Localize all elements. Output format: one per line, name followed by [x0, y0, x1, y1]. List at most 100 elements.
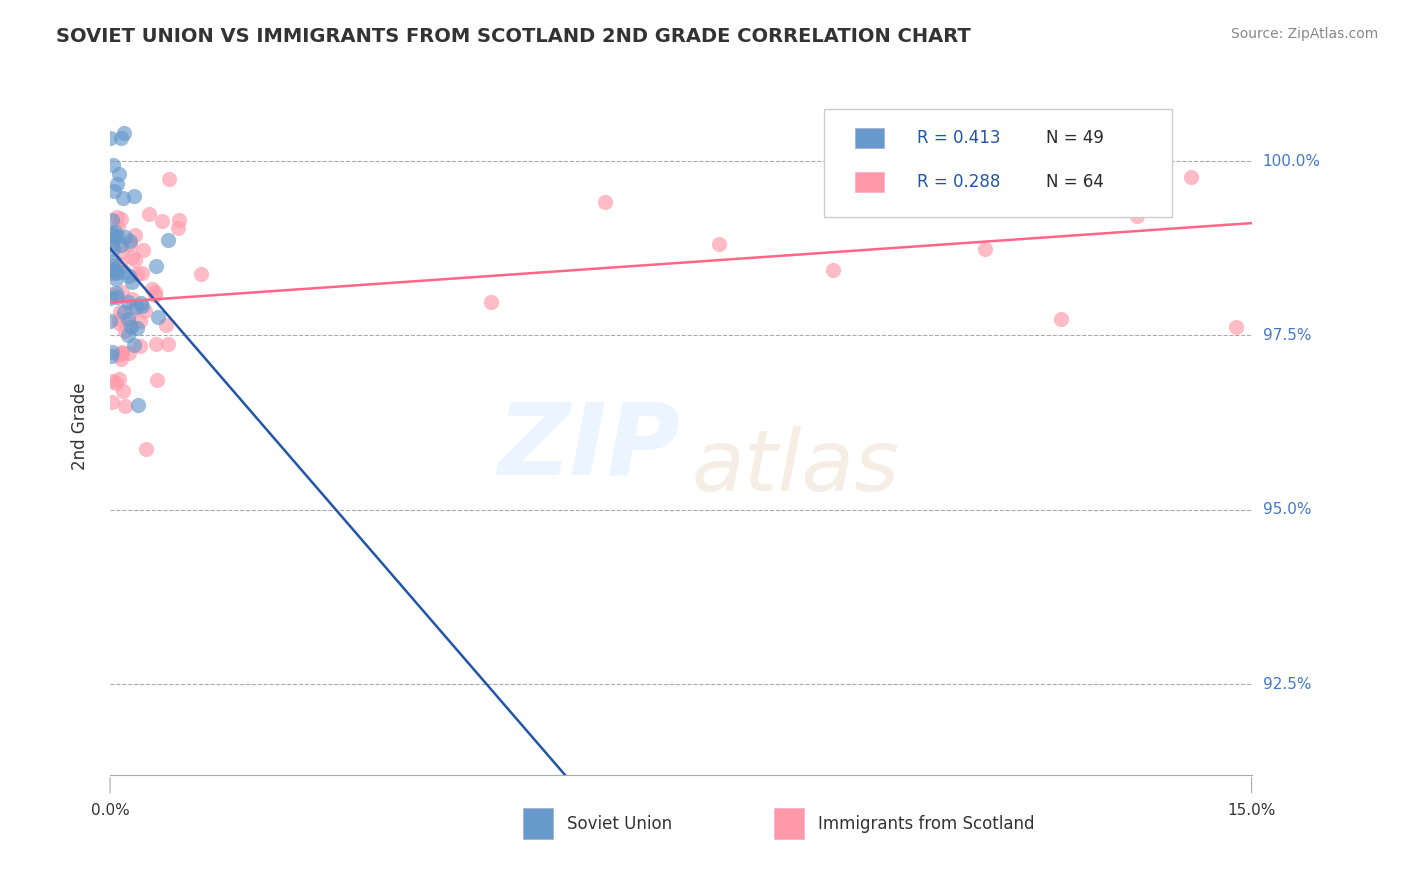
- Text: Source: ZipAtlas.com: Source: ZipAtlas.com: [1230, 27, 1378, 41]
- Point: [145, 336, 167, 351]
- Text: atlas: atlas: [690, 426, 898, 509]
- Point: [125, 267, 148, 281]
- Point: [100, 227, 122, 241]
- Point: [121, 292, 143, 306]
- Point: [108, 348, 131, 362]
- Point: [1126, 209, 1149, 223]
- Point: [100, 350, 122, 364]
- Point: [101, 242, 124, 256]
- Point: [169, 212, 191, 227]
- Text: 100.0%: 100.0%: [1263, 153, 1320, 169]
- Point: [114, 399, 136, 413]
- Point: [117, 312, 139, 326]
- Point: [111, 285, 134, 299]
- Point: [101, 236, 124, 251]
- Point: [103, 253, 125, 268]
- Point: [101, 262, 124, 277]
- Point: [101, 344, 124, 359]
- Point: [101, 258, 124, 272]
- Point: [105, 286, 128, 301]
- Point: [103, 264, 125, 278]
- Point: [120, 305, 142, 319]
- Point: [111, 244, 134, 259]
- Point: [105, 264, 128, 278]
- Point: [974, 242, 997, 256]
- Point: [105, 376, 128, 390]
- Point: [156, 337, 179, 351]
- Point: [110, 351, 132, 366]
- Point: [110, 212, 132, 227]
- Text: Soviet Union: Soviet Union: [567, 814, 672, 832]
- Point: [110, 237, 132, 252]
- Point: [107, 220, 129, 235]
- Text: 97.5%: 97.5%: [1263, 328, 1312, 343]
- Point: [1088, 126, 1111, 140]
- Point: [104, 272, 127, 286]
- Point: [138, 207, 160, 221]
- Point: [129, 296, 152, 310]
- Text: SOVIET UNION VS IMMIGRANTS FROM SCOTLAND 2ND GRADE CORRELATION CHART: SOVIET UNION VS IMMIGRANTS FROM SCOTLAND…: [56, 27, 972, 45]
- FancyBboxPatch shape: [824, 109, 1171, 217]
- Point: [134, 304, 156, 318]
- Point: [190, 267, 212, 281]
- Point: [101, 394, 124, 409]
- Point: [105, 178, 128, 192]
- Point: [108, 311, 131, 326]
- Text: R = 0.288: R = 0.288: [917, 173, 1001, 191]
- Point: [127, 320, 149, 334]
- Point: [1180, 170, 1202, 185]
- Point: [146, 310, 169, 325]
- Point: [98, 291, 121, 305]
- Point: [112, 264, 135, 278]
- Point: [114, 230, 136, 244]
- Point: [105, 211, 128, 225]
- Point: [821, 262, 844, 277]
- Text: 15.0%: 15.0%: [1227, 803, 1275, 818]
- Text: 95.0%: 95.0%: [1263, 502, 1312, 517]
- Point: [103, 232, 125, 246]
- Point: [145, 259, 167, 273]
- Point: [129, 339, 152, 353]
- Point: [108, 167, 131, 181]
- Text: R = 0.413: R = 0.413: [917, 129, 1001, 147]
- Point: [101, 266, 124, 280]
- Point: [124, 227, 146, 242]
- Point: [108, 305, 131, 319]
- FancyBboxPatch shape: [855, 128, 884, 148]
- Point: [108, 316, 131, 330]
- Point: [121, 250, 143, 264]
- Text: 92.5%: 92.5%: [1263, 677, 1312, 691]
- Point: [120, 235, 142, 249]
- Point: [101, 374, 124, 388]
- Point: [104, 265, 127, 279]
- Point: [157, 233, 180, 247]
- Point: [143, 288, 166, 302]
- Point: [103, 229, 125, 244]
- Point: [166, 221, 188, 235]
- Point: [103, 185, 125, 199]
- Point: [105, 228, 128, 243]
- Point: [111, 384, 134, 398]
- Point: [108, 257, 131, 271]
- Point: [101, 158, 124, 172]
- Point: [155, 318, 177, 333]
- Point: [122, 189, 145, 203]
- Text: N = 49: N = 49: [1046, 129, 1104, 147]
- Point: [112, 305, 135, 319]
- Point: [127, 398, 149, 412]
- Point: [105, 262, 128, 277]
- Point: [114, 324, 136, 338]
- Point: [105, 266, 128, 280]
- FancyBboxPatch shape: [855, 172, 884, 192]
- Point: [1225, 320, 1247, 334]
- Point: [117, 328, 139, 343]
- Point: [110, 131, 132, 145]
- Point: [121, 275, 143, 289]
- Point: [132, 244, 155, 258]
- Point: [131, 299, 153, 313]
- Point: [143, 285, 166, 299]
- Point: [120, 319, 142, 334]
- Point: [100, 287, 122, 301]
- Point: [707, 236, 730, 251]
- Point: [117, 295, 139, 310]
